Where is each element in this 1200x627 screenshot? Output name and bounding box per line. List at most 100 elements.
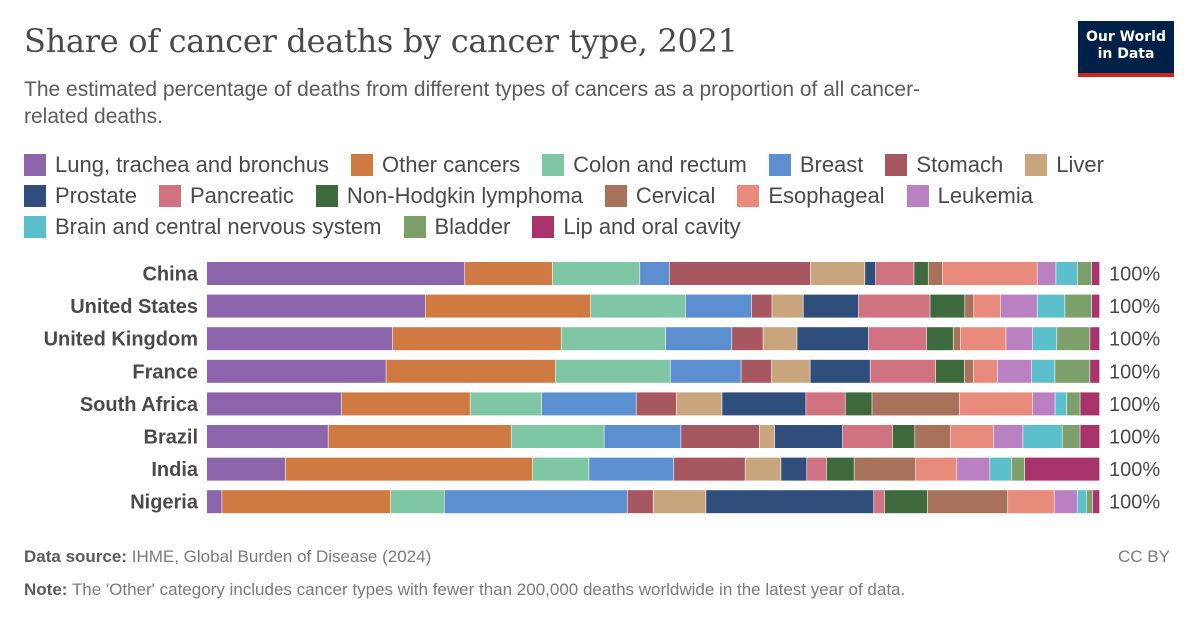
bar-segment-france-brain-and-central-nervous-system[interactable] (1031, 359, 1055, 383)
bar-segment-india-esophageal[interactable] (916, 457, 957, 481)
bar-segment-france-bladder[interactable] (1055, 359, 1090, 383)
bar-segment-china-esophageal[interactable] (942, 262, 1037, 285)
bar-segment-south-africa-leukemia[interactable] (1033, 392, 1055, 416)
bar-segment-india-lung-trachea-and-bronchus[interactable] (207, 457, 285, 481)
bar-segment-india-prostate[interactable] (781, 457, 807, 481)
bar-segment-south-africa-brain-and-central-nervous-system[interactable] (1055, 392, 1067, 416)
bar-segment-brazil-leukemia[interactable] (993, 425, 1023, 448)
bar-segment-united-states-lung-trachea-and-bronchus[interactable] (207, 294, 426, 318)
bar-segment-nigeria-prostate[interactable] (706, 490, 874, 514)
bar-segment-brazil-brain-and-central-nervous-system[interactable] (1023, 425, 1062, 448)
bar-segment-united-states-leukemia[interactable] (1000, 294, 1037, 318)
bar-segment-united-kingdom-leukemia[interactable] (1006, 327, 1033, 351)
bar-segment-nigeria-bladder[interactable] (1086, 490, 1093, 514)
legend-item-prostate[interactable]: Prostate (24, 183, 137, 208)
bar-segment-united-kingdom-bladder[interactable] (1057, 327, 1090, 351)
bar-segment-nigeria-lip-and-oral-cavity[interactable] (1092, 490, 1100, 514)
bar-segment-brazil-stomach[interactable] (681, 425, 760, 448)
bar-segment-nigeria-esophageal[interactable] (1008, 490, 1054, 514)
bar-segment-united-states-breast[interactable] (685, 294, 752, 318)
bar-segment-china-breast[interactable] (640, 262, 669, 285)
bar-segment-india-colon-and-rectum[interactable] (532, 457, 589, 481)
legend-item-lip-and-oral-cavity[interactable]: Lip and oral cavity (532, 214, 741, 239)
bar-segment-south-africa-colon-and-rectum[interactable] (470, 392, 542, 416)
bar-segment-china-cervical[interactable] (928, 262, 943, 285)
bar-segment-united-kingdom-prostate[interactable] (797, 327, 869, 351)
bar-segment-united-states-stomach[interactable] (751, 294, 772, 318)
bar-segment-france-prostate[interactable] (810, 359, 870, 383)
bar-segment-brazil-lip-and-oral-cavity[interactable] (1080, 425, 1100, 448)
bar-segment-south-africa-non-hodgkin-lymphoma[interactable] (845, 392, 872, 416)
bar-segment-brazil-esophageal[interactable] (950, 425, 994, 448)
bar-segment-united-kingdom-breast[interactable] (666, 327, 732, 351)
bar-segment-france-breast[interactable] (670, 359, 741, 383)
bar-segment-china-other-cancers[interactable] (465, 262, 552, 285)
bar-segment-brazil-cervical[interactable] (915, 425, 951, 448)
data-source-text[interactable]: IHME, Global Burden of Disease (2024) (131, 547, 432, 566)
bar-segment-india-cervical[interactable] (854, 457, 916, 481)
bar-segment-china-prostate[interactable] (865, 262, 876, 285)
legend-item-liver[interactable]: Liver (1025, 152, 1104, 177)
bar-segment-india-other-cancers[interactable] (285, 457, 533, 481)
legend-item-lung-trachea-and-bronchus[interactable]: Lung, trachea and bronchus (24, 152, 329, 177)
bar-segment-south-africa-esophageal[interactable] (959, 392, 1033, 416)
bar-segment-united-states-liver[interactable] (772, 294, 803, 318)
bar-segment-united-kingdom-esophageal[interactable] (960, 327, 1006, 351)
bar-segment-india-leukemia[interactable] (957, 457, 990, 481)
bar-segment-south-africa-breast[interactable] (541, 392, 636, 416)
bar-segment-brazil-other-cancers[interactable] (328, 425, 511, 448)
bar-segment-china-brain-and-central-nervous-system[interactable] (1056, 262, 1078, 285)
bar-segment-united-states-pancreatic[interactable] (858, 294, 930, 318)
bar-segment-united-states-non-hodgkin-lymphoma[interactable] (930, 294, 965, 318)
bar-segment-south-africa-prostate[interactable] (722, 392, 806, 416)
bar-segment-nigeria-cervical[interactable] (927, 490, 1008, 514)
bar-segment-france-leukemia[interactable] (997, 359, 1032, 383)
bar-segment-nigeria-stomach[interactable] (627, 490, 653, 514)
bar-segment-china-lung-trachea-and-bronchus[interactable] (207, 262, 465, 285)
bar-segment-united-kingdom-colon-and-rectum[interactable] (561, 327, 666, 351)
bar-segment-south-africa-lung-trachea-and-bronchus[interactable] (207, 392, 342, 416)
bar-segment-brazil-prostate[interactable] (774, 425, 843, 448)
bar-segment-china-leukemia[interactable] (1037, 262, 1056, 285)
bar-segment-nigeria-leukemia[interactable] (1054, 490, 1078, 514)
bar-segment-south-africa-cervical[interactable] (872, 392, 960, 416)
bar-segment-india-bladder[interactable] (1011, 457, 1025, 481)
bar-segment-france-liver[interactable] (771, 359, 810, 383)
bar-segment-united-kingdom-lip-and-oral-cavity[interactable] (1090, 327, 1100, 351)
bar-segment-nigeria-pancreatic[interactable] (874, 490, 885, 514)
bar-segment-china-stomach[interactable] (669, 262, 811, 285)
license-label[interactable]: CC BY (1118, 547, 1170, 566)
bar-segment-india-pancreatic[interactable] (807, 457, 827, 481)
bar-segment-india-lip-and-oral-cavity[interactable] (1024, 457, 1100, 481)
legend-item-breast[interactable]: Breast (768, 152, 863, 177)
bar-segment-south-africa-liver[interactable] (676, 392, 722, 416)
bar-segment-france-cervical[interactable] (964, 359, 973, 383)
bar-segment-united-kingdom-pancreatic[interactable] (868, 327, 927, 351)
bar-segment-brazil-bladder[interactable] (1062, 425, 1080, 448)
bar-segment-nigeria-brain-and-central-nervous-system[interactable] (1077, 490, 1087, 514)
owid-logo[interactable]: Our World in Data (1078, 21, 1174, 77)
bar-segment-france-stomach[interactable] (741, 359, 772, 383)
bar-segment-united-kingdom-lung-trachea-and-bronchus[interactable] (207, 327, 393, 351)
bar-segment-nigeria-breast[interactable] (444, 490, 628, 514)
bar-segment-united-states-brain-and-central-nervous-system[interactable] (1037, 294, 1065, 318)
legend-item-leukemia[interactable]: Leukemia (906, 183, 1033, 208)
bar-segment-france-other-cancers[interactable] (386, 359, 556, 383)
bar-segment-south-africa-stomach[interactable] (636, 392, 677, 416)
bar-segment-south-africa-bladder[interactable] (1066, 392, 1080, 416)
bar-segment-china-non-hodgkin-lymphoma[interactable] (914, 262, 928, 285)
bar-segment-china-colon-and-rectum[interactable] (552, 262, 640, 285)
bar-segment-france-non-hodgkin-lymphoma[interactable] (935, 359, 965, 383)
bar-segment-india-liver[interactable] (745, 457, 781, 481)
bar-segment-united-states-lip-and-oral-cavity[interactable] (1091, 294, 1100, 318)
bar-segment-united-states-cervical[interactable] (965, 294, 974, 318)
bar-segment-united-kingdom-other-cancers[interactable] (392, 327, 561, 351)
bar-segment-france-pancreatic[interactable] (870, 359, 936, 383)
bar-segment-nigeria-liver[interactable] (653, 490, 706, 514)
bar-segment-nigeria-lung-trachea-and-bronchus[interactable] (207, 490, 222, 514)
bar-segment-united-states-colon-and-rectum[interactable] (590, 294, 686, 318)
bar-segment-france-lip-and-oral-cavity[interactable] (1090, 359, 1100, 383)
bar-segment-nigeria-colon-and-rectum[interactable] (390, 490, 444, 514)
bar-segment-united-kingdom-stomach[interactable] (732, 327, 763, 351)
bar-segment-france-esophageal[interactable] (973, 359, 998, 383)
